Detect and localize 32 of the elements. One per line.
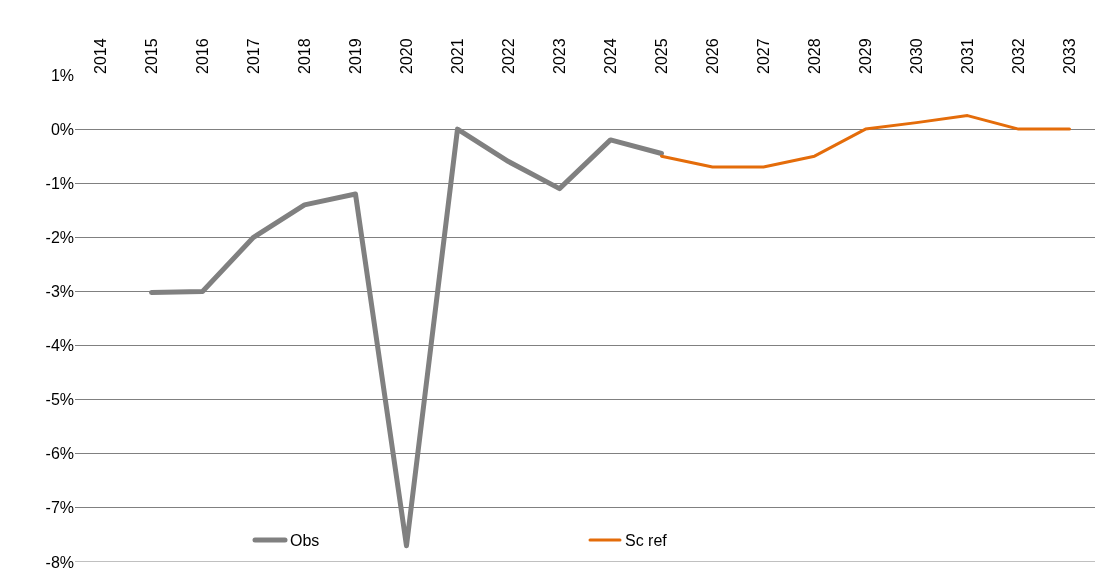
y-tick-label: -7% <box>45 499 74 517</box>
x-tick-label: 2031 <box>958 38 976 74</box>
x-tick-label: 2014 <box>91 38 109 74</box>
y-tick-label: -8% <box>45 553 74 571</box>
y-tick-label: 1% <box>50 66 74 84</box>
x-tick-label: 2020 <box>397 38 415 74</box>
x-tick-label: 2025 <box>652 38 670 74</box>
x-tick-label: 2027 <box>754 38 772 74</box>
y-tick-label: -4% <box>45 337 74 355</box>
y-tick-label: -2% <box>45 228 74 246</box>
y-tick-label: -6% <box>45 445 74 463</box>
x-tick-label: 2019 <box>346 38 364 74</box>
x-tick-label: 2028 <box>805 38 823 74</box>
x-tick-label: 2018 <box>295 38 313 74</box>
x-tick-label: 2033 <box>1060 38 1078 74</box>
x-tick-label: 2023 <box>550 38 568 74</box>
x-tick-label: 2032 <box>1009 38 1027 74</box>
y-tick-label: -5% <box>45 391 74 409</box>
x-tick-label: 2029 <box>856 38 874 74</box>
y-tick-label: -1% <box>45 174 74 192</box>
x-tick-label: 2017 <box>244 38 262 74</box>
x-tick-label: 2021 <box>448 38 466 74</box>
legend-label: Obs <box>290 532 320 550</box>
legend-label: Sc ref <box>625 532 668 550</box>
x-tick-label: 2024 <box>601 38 619 74</box>
x-tick-label: 2026 <box>703 38 721 74</box>
x-tick-label: 2030 <box>907 38 925 74</box>
x-tick-label: 2016 <box>193 38 211 74</box>
x-tick-label: 2015 <box>142 38 160 74</box>
y-tick-label: -3% <box>45 283 74 301</box>
x-tick-label: 2022 <box>499 38 517 74</box>
y-tick-label: 0% <box>50 120 74 138</box>
